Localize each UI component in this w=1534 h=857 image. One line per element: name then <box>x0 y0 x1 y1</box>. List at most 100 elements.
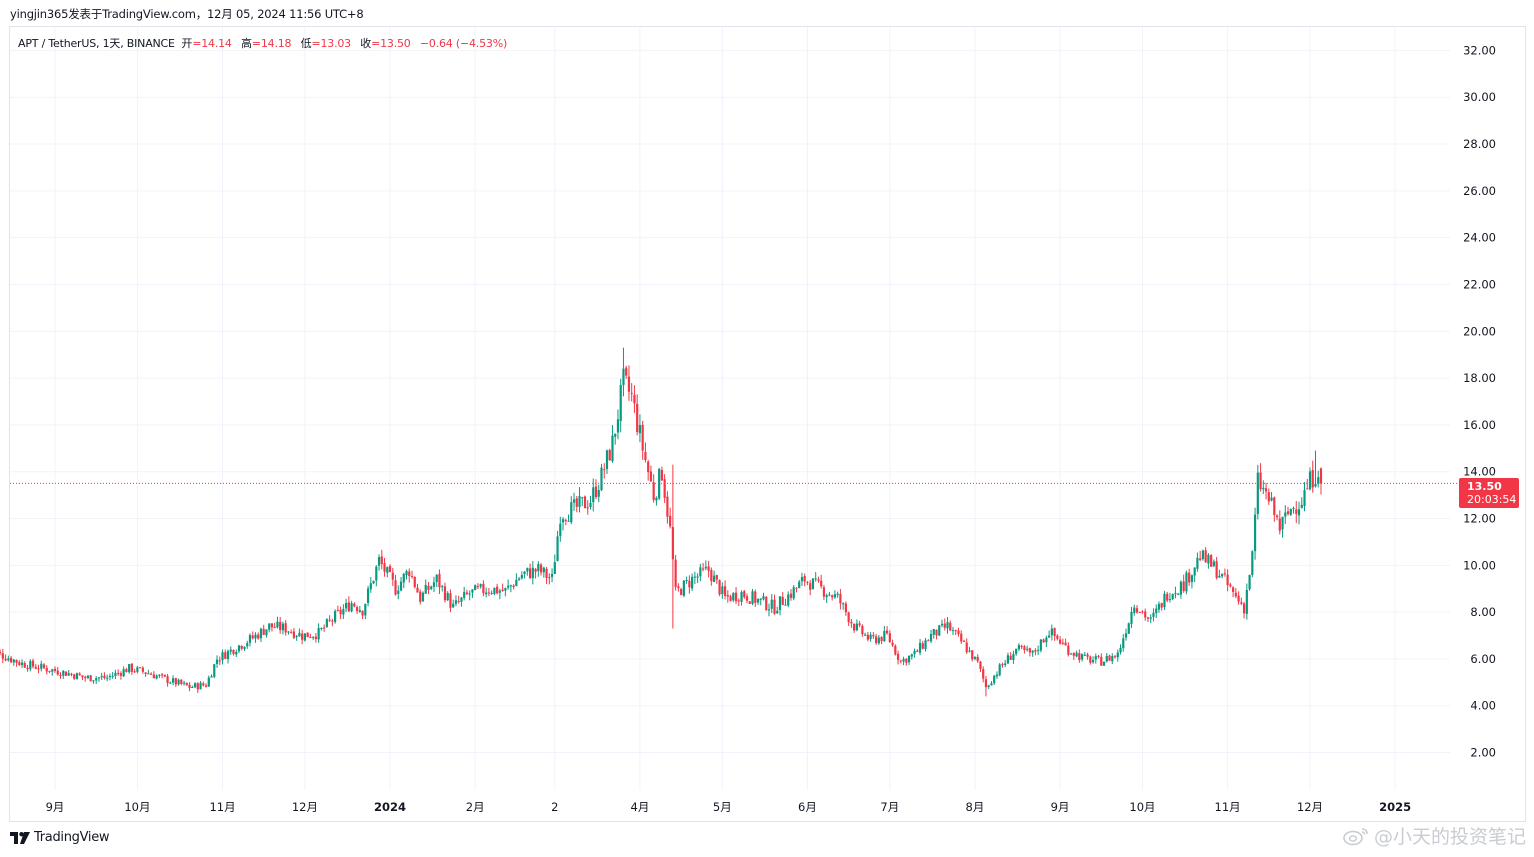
price-axis[interactable]: 32.00 30.00 28.00 26.00 24.00 22.00 20.00 18.00… <box>1463 43 1496 759</box>
candle-body <box>542 567 545 573</box>
candle-body <box>1314 483 1317 487</box>
candle-body <box>1012 654 1015 660</box>
candle-body <box>268 623 271 630</box>
candle-body <box>388 566 392 573</box>
chart-frame[interactable] <box>9 26 1526 822</box>
candle-body <box>1089 656 1092 663</box>
candle-body <box>496 586 499 594</box>
candle-body <box>243 646 246 649</box>
candle-body <box>960 633 963 642</box>
candle-body <box>910 654 913 657</box>
candle-body <box>498 590 501 593</box>
candle-body <box>507 585 510 588</box>
candle-body <box>641 424 644 451</box>
candle-body <box>331 620 334 622</box>
candle-body <box>1193 567 1196 576</box>
candle-body <box>1218 575 1221 578</box>
candle-body <box>636 403 639 433</box>
candle-body <box>301 633 304 640</box>
candle-body <box>743 591 746 598</box>
x-tick-label: 2025 <box>1379 800 1411 814</box>
candle-body <box>699 567 702 577</box>
candle-body <box>1273 497 1276 516</box>
candle-body <box>1286 511 1290 514</box>
candle-body <box>1251 551 1254 575</box>
candle-body <box>1278 518 1281 531</box>
candle-body <box>518 578 521 580</box>
candle-body <box>872 635 875 637</box>
candle-body <box>1179 581 1183 595</box>
candle-body <box>73 674 76 679</box>
candle-body <box>1311 470 1314 488</box>
candle-body <box>814 578 817 580</box>
candle-body <box>531 567 534 579</box>
candle-body <box>885 630 889 634</box>
candle-body <box>128 664 131 673</box>
candle-body <box>246 643 249 647</box>
candle-body <box>298 632 301 637</box>
tradingview-logo[interactable]: TradingView <box>10 830 110 845</box>
close-label: 收 <box>360 37 372 50</box>
candle-body <box>781 596 784 605</box>
candle-body <box>1039 639 1042 651</box>
candle-body <box>671 527 674 560</box>
candle-body <box>1144 611 1147 618</box>
candle-body <box>42 664 46 668</box>
symbol-name[interactable]: APT / TetherUS, 1天, BINANCE <box>18 37 175 50</box>
candle-body <box>567 520 570 522</box>
candle-body <box>1111 656 1114 662</box>
candle-body <box>789 593 793 598</box>
candle-body <box>45 667 48 672</box>
candle-body <box>1188 572 1191 583</box>
candle-body <box>460 597 463 602</box>
candle-body <box>888 633 891 643</box>
candle-body <box>457 600 460 602</box>
candle-body <box>4 658 7 661</box>
candle-body <box>1122 638 1125 649</box>
y-tick-label: 10.00 <box>1463 558 1496 572</box>
candle-body <box>1078 653 1081 660</box>
candle-body <box>973 656 977 659</box>
candle-body <box>446 592 449 601</box>
candle-body <box>553 562 556 574</box>
candle-body <box>430 586 433 589</box>
candle-body <box>853 623 856 631</box>
candle-body <box>1020 645 1023 648</box>
candle-body <box>605 450 609 469</box>
candle-body <box>67 673 70 676</box>
candle-body <box>583 496 587 509</box>
candle-body <box>523 571 526 575</box>
candle-body <box>399 581 403 591</box>
candle-body <box>534 568 537 572</box>
time-axis[interactable]: 9月 10月 11月 12月 2024 2月 2 4月 5月 6月 7月 8月 9月 10月 11月 12月 2… <box>46 800 1412 814</box>
candle-body <box>59 675 62 677</box>
candle-body <box>259 628 263 639</box>
candle-body <box>37 668 40 670</box>
candle-body <box>943 623 946 628</box>
candle-body <box>1100 656 1103 666</box>
candle-body <box>880 636 883 642</box>
candle-body <box>1289 508 1292 515</box>
candle-body <box>1061 642 1064 644</box>
candle-body <box>117 672 120 674</box>
candle-body <box>103 675 106 679</box>
candle-body <box>1157 603 1161 610</box>
candle-body <box>682 580 685 596</box>
candle-body <box>1141 611 1144 613</box>
candle-body <box>432 582 436 587</box>
candle-body <box>163 674 166 677</box>
candle-body <box>106 677 109 679</box>
candle-body <box>1292 508 1295 510</box>
weibo-icon <box>1343 827 1368 845</box>
candle-body <box>526 567 529 572</box>
candle-body <box>358 610 361 612</box>
candle-body <box>336 610 339 612</box>
candle-body <box>171 678 175 683</box>
candle-body <box>932 629 935 635</box>
candle-body <box>130 663 133 672</box>
candle-body <box>136 667 139 672</box>
candle-body <box>778 596 782 611</box>
candle-body <box>658 468 661 499</box>
candle-body <box>745 596 749 601</box>
